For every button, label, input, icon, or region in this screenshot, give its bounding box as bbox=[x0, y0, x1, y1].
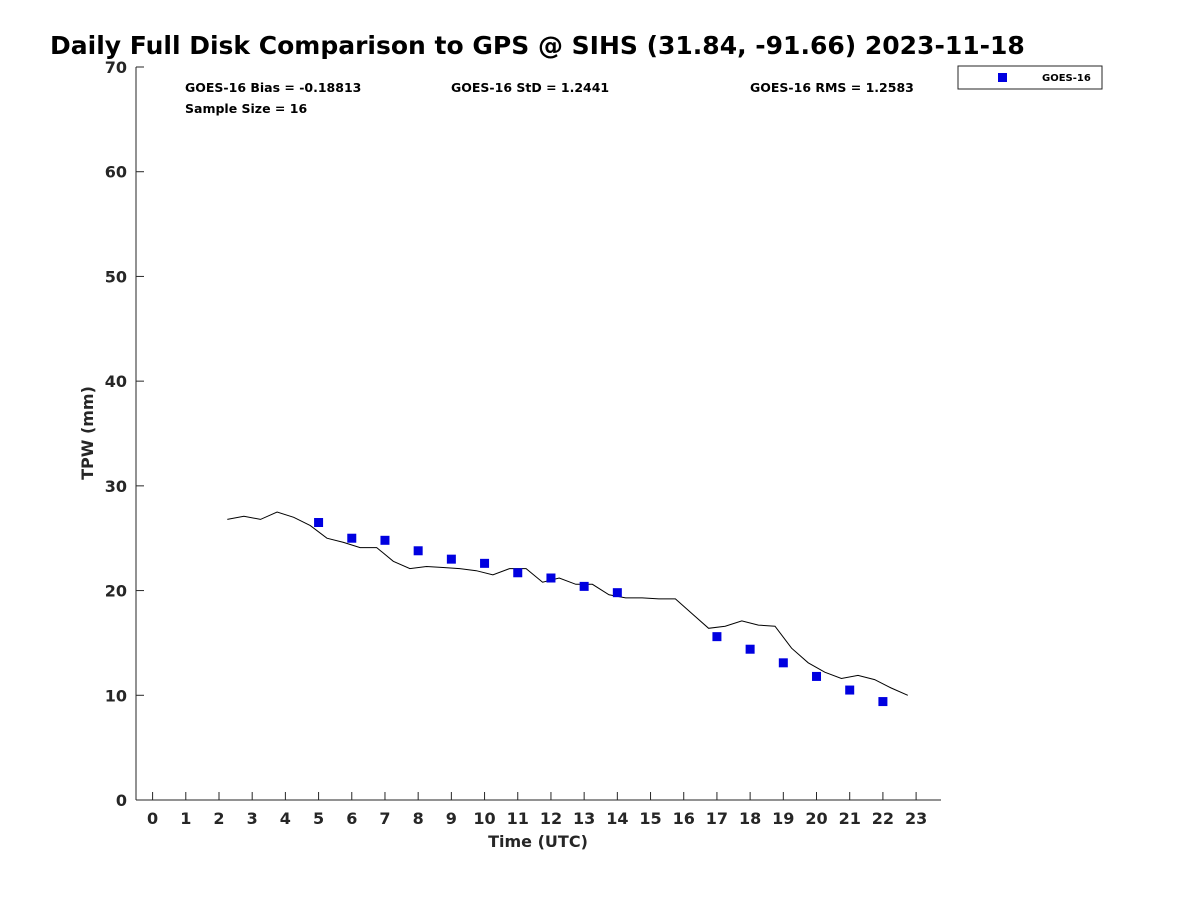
legend-label-goes16: GOES-16 bbox=[1042, 73, 1091, 84]
x-tick-label: 11 bbox=[507, 809, 529, 828]
y-tick-label: 50 bbox=[105, 267, 127, 286]
legend-marker-goes16 bbox=[998, 73, 1007, 82]
y-tick-label: 60 bbox=[105, 163, 127, 182]
x-tick-label: 19 bbox=[772, 809, 794, 828]
goes16-point bbox=[845, 685, 855, 695]
goes16-point bbox=[314, 518, 324, 528]
y-tick-label: 70 bbox=[105, 58, 127, 77]
x-tick-label: 23 bbox=[905, 809, 927, 828]
goes16-point bbox=[579, 581, 589, 591]
x-tick-label: 3 bbox=[247, 809, 258, 828]
goes16-point bbox=[380, 535, 390, 545]
goes16-point bbox=[480, 558, 490, 568]
y-tick-label: 10 bbox=[105, 686, 127, 705]
x-tick-label: 17 bbox=[706, 809, 728, 828]
x-tick-label: 8 bbox=[413, 809, 424, 828]
goes16-point bbox=[546, 573, 556, 583]
x-tick-label: 22 bbox=[872, 809, 894, 828]
x-axis-label: Time (UTC) bbox=[488, 832, 588, 851]
x-tick-label: 1 bbox=[180, 809, 191, 828]
y-axis-ticks: 0 10 20 30 40 50 60 70 bbox=[105, 58, 144, 810]
x-axis-ticks: 0 1 2 3 4 5 6 7 8 9 10 11 12 13 14 15 16 17 18 19 20 21 22 23 bbox=[147, 792, 927, 828]
x-tick-label: 0 bbox=[147, 809, 158, 828]
legend: GOES-16 bbox=[957, 65, 1103, 90]
rms-stat: GOES-16 RMS = 1.2583 bbox=[750, 80, 914, 95]
x-tick-label: 20 bbox=[805, 809, 827, 828]
x-tick-label: 5 bbox=[313, 809, 324, 828]
x-tick-label: 4 bbox=[280, 809, 291, 828]
x-tick-label: 9 bbox=[446, 809, 457, 828]
x-tick-label: 14 bbox=[606, 809, 628, 828]
y-tick-label: 40 bbox=[105, 372, 127, 391]
x-tick-label: 10 bbox=[473, 809, 495, 828]
goes16-point bbox=[513, 568, 523, 578]
gps-line-series bbox=[227, 511, 909, 696]
y-tick-label: 30 bbox=[105, 477, 127, 496]
x-tick-label: 6 bbox=[346, 809, 357, 828]
goes16-point bbox=[745, 644, 755, 654]
legend-box bbox=[957, 65, 1103, 90]
chart-title: Daily Full Disk Comparison to GPS @ SIHS… bbox=[50, 31, 1025, 60]
goes16-point bbox=[413, 546, 423, 556]
goes16-point bbox=[812, 671, 822, 681]
x-tick-label: 13 bbox=[573, 809, 595, 828]
goes16-point bbox=[446, 554, 456, 564]
x-tick-label: 18 bbox=[739, 809, 761, 828]
plot-axes bbox=[135, 67, 941, 801]
goes16-scatter-series bbox=[314, 518, 888, 707]
y-tick-label: 20 bbox=[105, 582, 127, 601]
y-tick-label: 0 bbox=[116, 791, 127, 810]
goes16-point bbox=[712, 632, 722, 642]
x-tick-label: 15 bbox=[639, 809, 661, 828]
sample-size-stat: Sample Size = 16 bbox=[185, 101, 307, 116]
std-stat: GOES-16 StD = 1.2441 bbox=[451, 80, 609, 95]
gps-line bbox=[227, 511, 909, 696]
goes16-point bbox=[612, 588, 622, 598]
x-tick-label: 2 bbox=[213, 809, 224, 828]
x-tick-label: 7 bbox=[379, 809, 390, 828]
bias-stat: GOES-16 Bias = -0.18813 bbox=[185, 80, 361, 95]
x-tick-label: 16 bbox=[673, 809, 695, 828]
goes16-point bbox=[878, 697, 888, 707]
y-axis-label: TPW (mm) bbox=[78, 386, 97, 480]
goes16-point bbox=[778, 658, 788, 668]
x-tick-label: 21 bbox=[839, 809, 861, 828]
x-tick-label: 12 bbox=[540, 809, 562, 828]
goes16-point bbox=[347, 533, 357, 543]
